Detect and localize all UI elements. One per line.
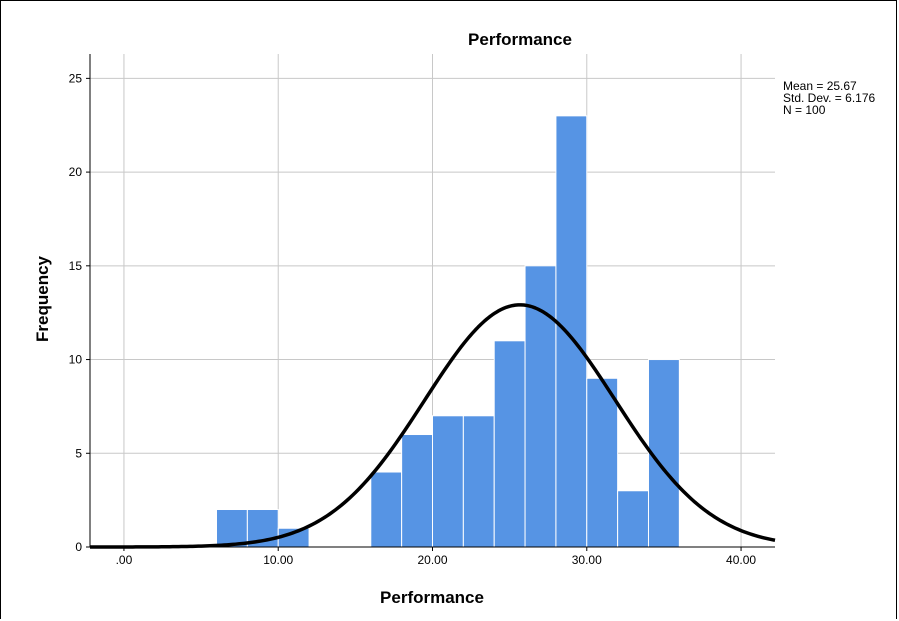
histogram-bar (370, 471, 403, 548)
histogram-bars (216, 115, 680, 548)
stat-n: N = 100 (783, 103, 826, 117)
histogram-bar (586, 377, 619, 548)
y-tick-label: 15 (69, 259, 83, 273)
y-axis-ticks: 0 5 10 15 20 25 (69, 71, 90, 554)
normal-curve-layer (90, 303, 776, 549)
y-tick-label: 10 (69, 353, 83, 367)
histogram-bar (555, 115, 588, 548)
x-tick-label: .00 (116, 553, 133, 567)
y-tick-label: 20 (69, 165, 83, 179)
x-tick-label: 10.00 (263, 553, 293, 567)
x-axis-title: Performance (380, 588, 484, 607)
x-tick-label: 40.00 (726, 553, 756, 567)
x-tick-label: 30.00 (572, 553, 602, 567)
histogram-bar (401, 434, 433, 548)
histogram-bar (432, 415, 464, 548)
chart-title: Performance (468, 30, 572, 49)
normal-curve (90, 303, 776, 549)
histogram-bar (216, 509, 248, 548)
histogram-bar (462, 415, 495, 548)
y-axis-title: Frequency (33, 255, 52, 342)
stat-std-dev: Std. Dev. = 6.176 (783, 91, 875, 105)
x-axis-ticks: .00 10.00 20.00 30.00 40.00 (116, 547, 756, 567)
histogram-bar (493, 340, 526, 548)
stats-box: Mean = 25.67 Std. Dev. = 6.176 N = 100 (783, 79, 875, 117)
y-tick-label: 25 (69, 71, 83, 85)
y-tick-label: 5 (75, 446, 82, 460)
y-tick-label: 0 (75, 540, 82, 554)
stat-mean: Mean = 25.67 (783, 79, 857, 93)
x-tick-label: 20.00 (417, 553, 447, 567)
histogram-bar (524, 265, 557, 548)
histogram-bar (617, 490, 649, 548)
